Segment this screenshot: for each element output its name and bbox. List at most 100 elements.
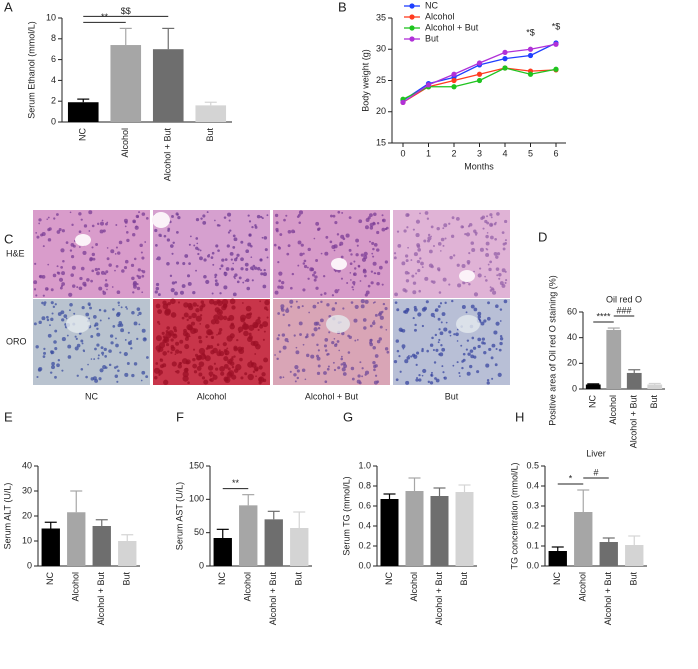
cell-dot <box>329 214 333 218</box>
y-tick-label: 0 <box>27 560 32 570</box>
cell-dot <box>453 333 456 336</box>
cell-dot <box>182 371 189 378</box>
cell-dot <box>145 216 149 220</box>
cell-dot <box>498 348 502 352</box>
cell-dot <box>61 271 65 276</box>
cell-dot <box>88 317 91 320</box>
cell-dot <box>62 260 65 263</box>
cell-dot <box>197 248 200 251</box>
y-tick-label: 20 <box>22 510 32 520</box>
cell-dot <box>369 342 374 347</box>
x-tick-label: But <box>649 395 659 409</box>
cell-dot <box>170 351 173 354</box>
cell-dot <box>485 247 488 250</box>
cell-dot <box>384 307 388 311</box>
cell-dot <box>437 341 440 344</box>
cell-dot <box>74 335 77 338</box>
row-label: ORO <box>6 336 27 346</box>
cell-dot <box>412 316 415 320</box>
cell-dot <box>264 306 268 310</box>
cell-dot <box>379 315 384 320</box>
significance-label: **** <box>596 311 611 321</box>
y-tick-label: 0.0 <box>526 560 539 570</box>
point <box>502 49 508 55</box>
cell-dot <box>376 230 380 235</box>
cell-dot <box>131 310 135 315</box>
cell-dot <box>412 228 415 231</box>
cell-dot <box>161 331 165 335</box>
cell-dot <box>141 328 146 333</box>
cell-dot <box>187 381 190 385</box>
cell-dot <box>90 334 94 338</box>
cell-dot <box>499 335 503 338</box>
cell-dot <box>118 240 123 245</box>
cell-dot <box>188 305 194 311</box>
cell-dot <box>277 285 281 289</box>
x-tick-label: NC <box>217 572 227 585</box>
cell-dot <box>490 287 494 291</box>
cell-dot <box>501 268 506 273</box>
cell-dot <box>314 275 318 279</box>
cell-dot <box>214 273 218 277</box>
cell-dot <box>208 299 215 305</box>
cell-dot <box>179 350 183 354</box>
cell-dot <box>85 375 88 379</box>
cell-dot <box>248 233 252 237</box>
cell-dot <box>96 332 101 337</box>
cell-dot <box>492 290 497 295</box>
cell-dot <box>287 323 291 327</box>
cell-dot <box>231 305 236 310</box>
cell-dot <box>100 346 104 350</box>
cell-dot <box>298 210 304 215</box>
cell-dot <box>205 335 208 339</box>
cell-dot <box>70 255 75 259</box>
cell-dot <box>361 375 364 378</box>
cell-dot <box>279 285 284 290</box>
x-tick-label: Alcohol <box>409 572 419 602</box>
cell-dot <box>302 252 305 255</box>
cell-dot <box>364 225 369 230</box>
point <box>553 66 559 72</box>
bar <box>585 384 601 389</box>
cell-dot <box>461 366 464 370</box>
point <box>451 71 457 77</box>
cell-dot <box>33 322 37 326</box>
bar <box>118 541 137 566</box>
cell-dot <box>140 251 143 254</box>
significance-label: * <box>569 473 573 483</box>
cell-dot <box>350 366 355 371</box>
cell-dot <box>393 252 397 255</box>
cell-dot <box>226 244 230 248</box>
cell-dot <box>72 244 76 248</box>
cell-dot <box>140 379 143 382</box>
cell-dot <box>300 243 304 247</box>
cell-dot <box>495 321 500 326</box>
cell-dot <box>44 287 49 291</box>
cell-dot <box>245 267 249 271</box>
cell-dot <box>215 319 220 325</box>
cell-dot <box>155 362 159 365</box>
cell-dot <box>364 299 369 304</box>
cell-dot <box>70 273 74 277</box>
cell-dot <box>351 286 354 289</box>
cell-dot <box>193 370 198 374</box>
cell-dot <box>91 224 95 228</box>
cell-dot <box>367 284 371 288</box>
y-tick-label: 6 <box>51 54 56 64</box>
micrograph <box>393 299 510 385</box>
cell-dot <box>235 364 242 371</box>
cell-dot <box>505 279 508 282</box>
cell-dot <box>99 368 104 373</box>
y-tick-label: 4 <box>51 75 56 85</box>
cell-dot <box>282 345 287 350</box>
cell-dot <box>334 221 338 225</box>
vessel <box>456 315 480 333</box>
cell-dot <box>155 335 162 342</box>
cell-dot <box>197 252 200 256</box>
cell-dot <box>290 305 293 308</box>
cell-dot <box>76 343 81 348</box>
cell-dot <box>198 361 205 367</box>
cell-dot <box>489 286 492 289</box>
cell-dot <box>336 233 340 236</box>
legend-label: Alcohol <box>425 11 455 21</box>
